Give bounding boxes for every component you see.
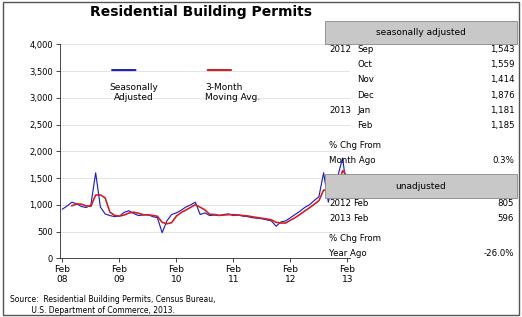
Text: Source:  Residential Building Permits, Census Bureau,
         U.S. Department o: Source: Residential Building Permits, Ce… [10, 294, 216, 315]
Text: 1,185: 1,185 [490, 121, 514, 130]
Text: 596: 596 [498, 214, 514, 223]
Text: 1,876: 1,876 [490, 91, 514, 100]
Text: Feb: Feb [357, 121, 372, 130]
Text: 1,543: 1,543 [490, 45, 514, 54]
Text: seasonally adjusted: seasonally adjusted [376, 28, 466, 37]
Text: Feb: Feb [353, 214, 369, 223]
Text: Sep: Sep [357, 45, 373, 54]
Text: Residential Building Permits: Residential Building Permits [90, 5, 312, 19]
Text: Seasonally
Adjusted: Seasonally Adjusted [109, 83, 158, 102]
Text: 2012: 2012 [329, 45, 351, 54]
Text: 2013: 2013 [329, 214, 351, 223]
Text: 3-Month
Moving Avg.: 3-Month Moving Avg. [205, 83, 260, 102]
Text: 2013: 2013 [329, 106, 351, 115]
Text: 0.3%: 0.3% [492, 156, 514, 165]
Text: 1,559: 1,559 [490, 60, 514, 69]
Text: % Chg From: % Chg From [329, 234, 381, 243]
Text: Dec: Dec [357, 91, 374, 100]
Text: Feb: Feb [353, 199, 369, 208]
Text: unadjusted: unadjusted [395, 182, 446, 191]
Text: % Chg From: % Chg From [329, 141, 381, 150]
Text: Oct: Oct [357, 60, 372, 69]
Text: Year Ago: Year Ago [329, 249, 366, 258]
Text: Nov: Nov [357, 75, 374, 84]
Text: Month Ago: Month Ago [329, 156, 375, 165]
Text: 2012: 2012 [329, 199, 351, 208]
Text: -26.0%: -26.0% [484, 249, 514, 258]
Text: 1,414: 1,414 [490, 75, 514, 84]
Text: 805: 805 [497, 199, 514, 208]
Text: 1,181: 1,181 [490, 106, 514, 115]
Text: Jan: Jan [357, 106, 370, 115]
